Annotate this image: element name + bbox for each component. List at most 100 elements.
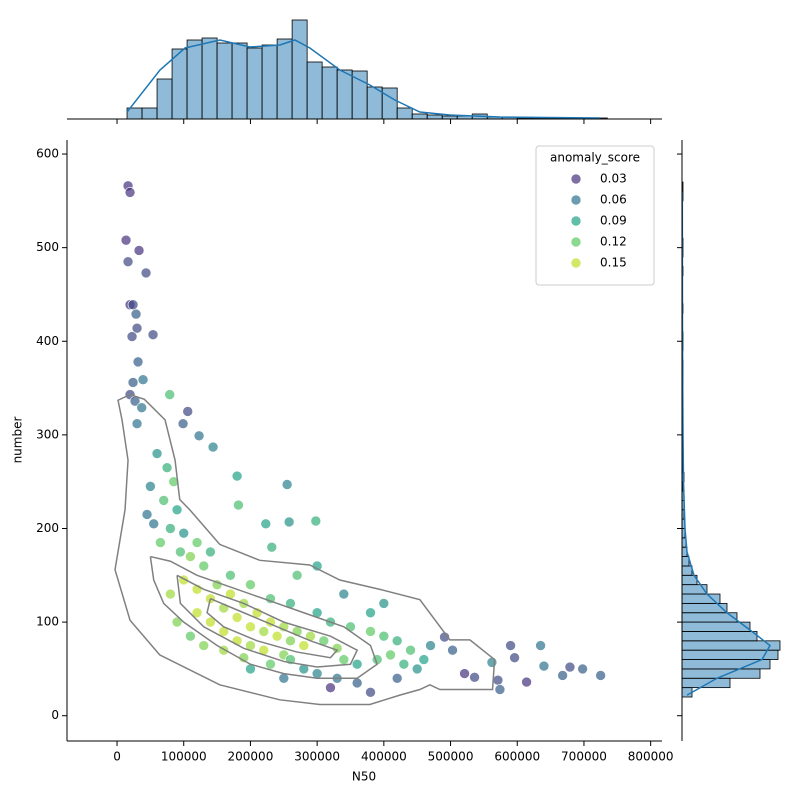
scatter-point xyxy=(233,499,244,511)
scatter-point xyxy=(385,649,396,661)
scatter-point xyxy=(564,661,576,673)
kde-contour xyxy=(149,555,379,680)
scatter-point xyxy=(298,640,310,651)
scatter-point xyxy=(165,523,176,534)
y-tick-label: 300 xyxy=(36,427,59,441)
legend-label: 0.09 xyxy=(600,214,627,228)
scatter-point xyxy=(168,476,180,487)
x-tick-label: 200000 xyxy=(228,750,274,764)
scatter-point xyxy=(283,516,295,528)
scatter-point xyxy=(378,598,390,609)
scatter-point xyxy=(391,635,403,647)
scatter-point xyxy=(145,481,156,492)
y-tick-label: 100 xyxy=(36,615,59,629)
scatter-point xyxy=(245,621,256,633)
scatter-point xyxy=(185,630,196,642)
scatter-point xyxy=(245,579,256,590)
scatter-point xyxy=(338,588,350,600)
scatter-point xyxy=(345,621,356,633)
legend-box xyxy=(535,145,655,286)
scatter-point xyxy=(185,551,196,562)
scatter-point xyxy=(171,504,183,516)
scatter-point xyxy=(131,418,143,429)
x-tick-label: 100000 xyxy=(161,750,207,764)
scatter-point xyxy=(281,479,293,490)
scatter-point xyxy=(365,687,376,698)
scatter-point xyxy=(177,418,189,429)
kde-contour xyxy=(206,598,339,659)
scatter-point xyxy=(126,331,138,342)
x-tick-label: 700000 xyxy=(561,750,607,764)
scatter-point xyxy=(205,546,216,558)
histogram-bar xyxy=(681,631,758,642)
scatter-point xyxy=(469,672,480,683)
scatter-point xyxy=(365,626,376,637)
scatter-point xyxy=(266,541,278,553)
scatter-point xyxy=(161,462,173,473)
scatter-point xyxy=(198,560,210,572)
histogram-bar xyxy=(171,48,188,120)
x-tick-label: 800000 xyxy=(628,750,674,764)
histogram-bar xyxy=(321,66,338,120)
scatter-point xyxy=(538,660,550,672)
kde-contour xyxy=(176,574,359,668)
y-tick-label: 0 xyxy=(51,708,59,722)
scatter-point xyxy=(535,640,546,651)
scatter-point xyxy=(351,658,363,670)
histogram-bar xyxy=(396,107,413,120)
histogram-bar xyxy=(681,565,693,576)
scatter-point xyxy=(191,537,203,548)
scatter-point xyxy=(175,546,186,558)
scatter-point xyxy=(494,684,506,695)
legend-label: 0.06 xyxy=(600,193,627,207)
scatter-point xyxy=(231,470,243,482)
scatter-point xyxy=(405,644,416,656)
scatter-point xyxy=(131,322,143,334)
scatter-point xyxy=(178,527,190,539)
scatter-point xyxy=(285,635,296,647)
histogram-bar xyxy=(216,42,233,120)
scatter-point xyxy=(140,267,152,279)
joint-axes: 0 100000 200000 300000 400000 500000 600000 700… xyxy=(36,147,673,764)
scatter-point xyxy=(165,588,176,600)
y-tick-label: 200 xyxy=(36,521,59,535)
histogram-bar xyxy=(351,70,368,120)
scatter-point xyxy=(521,676,532,688)
legend-marker xyxy=(570,257,582,269)
kde-curve xyxy=(681,191,771,696)
scatter-point xyxy=(509,652,520,663)
scatter-point xyxy=(120,234,132,246)
scatter-point xyxy=(133,245,145,256)
scatter-point xyxy=(182,406,194,417)
histogram-bar xyxy=(261,44,278,120)
scatter-point xyxy=(577,663,588,675)
scatter-point xyxy=(205,616,216,628)
histogram-bar xyxy=(201,37,218,120)
histogram-bar xyxy=(156,78,173,120)
legend: anomaly_score 0.03 0.06 0.09 0.12 0.15 xyxy=(535,145,655,286)
scatter-point xyxy=(291,570,303,581)
scatter-point xyxy=(191,607,203,619)
scatter-point xyxy=(132,356,144,368)
scatter-point xyxy=(171,616,183,628)
histogram-bar xyxy=(681,621,751,632)
scatter-point xyxy=(258,626,270,637)
scatter-point xyxy=(492,674,504,686)
legend-marker xyxy=(570,194,582,206)
histogram-bar xyxy=(231,42,248,120)
y-tick-label: 400 xyxy=(36,334,59,348)
scatter-point xyxy=(398,658,410,670)
histogram-bar xyxy=(681,677,731,689)
scatter-point xyxy=(486,657,498,668)
kde-curve xyxy=(126,39,600,119)
legend-label: 0.15 xyxy=(600,256,627,270)
scatter-point xyxy=(365,607,376,619)
legend-label: 0.12 xyxy=(600,235,627,249)
histogram-bar xyxy=(306,61,323,120)
scatter-point xyxy=(158,495,170,506)
x-tick-label: 0 xyxy=(113,750,121,764)
x-tick-label: 300000 xyxy=(294,750,340,764)
scatter-point xyxy=(231,612,243,623)
y-axis-label: number xyxy=(11,417,25,464)
